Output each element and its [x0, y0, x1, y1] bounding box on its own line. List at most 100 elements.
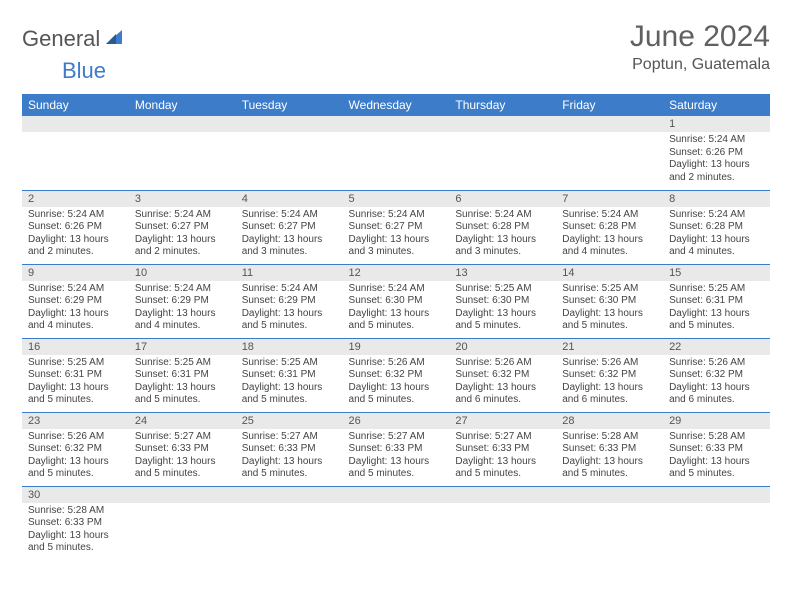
sunset-text: Sunset: 6:32 PM: [28, 443, 123, 456]
calendar-day-cell: 17Sunrise: 5:25 AMSunset: 6:31 PMDayligh…: [129, 338, 236, 412]
page-title: June 2024: [630, 20, 770, 54]
calendar-week-row: 23Sunrise: 5:26 AMSunset: 6:32 PMDayligh…: [22, 412, 770, 486]
sunset-text: Sunset: 6:33 PM: [135, 443, 230, 456]
daylight-text: Daylight: 13 hours and 5 minutes.: [28, 382, 123, 407]
calendar-day-cell: 19Sunrise: 5:26 AMSunset: 6:32 PMDayligh…: [343, 338, 450, 412]
sunrise-text: Sunrise: 5:24 AM: [669, 134, 764, 147]
sunrise-text: Sunrise: 5:24 AM: [349, 283, 444, 296]
day-details: Sunrise: 5:26 AMSunset: 6:32 PMDaylight:…: [663, 355, 770, 411]
calendar-day-cell: 26Sunrise: 5:27 AMSunset: 6:33 PMDayligh…: [343, 412, 450, 486]
weekday-header: Sunday: [22, 94, 129, 116]
day-number: [663, 487, 770, 503]
calendar-day-cell: [663, 486, 770, 560]
daylight-text: Daylight: 13 hours and 2 minutes.: [669, 159, 764, 184]
sunset-text: Sunset: 6:28 PM: [562, 221, 657, 234]
day-number: 15: [663, 265, 770, 281]
calendar-day-cell: 20Sunrise: 5:26 AMSunset: 6:32 PMDayligh…: [449, 338, 556, 412]
day-details: Sunrise: 5:24 AMSunset: 6:26 PMDaylight:…: [22, 207, 129, 263]
daylight-text: Daylight: 13 hours and 3 minutes.: [455, 234, 550, 259]
day-details: Sunrise: 5:27 AMSunset: 6:33 PMDaylight:…: [449, 429, 556, 485]
calendar-table: SundayMondayTuesdayWednesdayThursdayFrid…: [22, 94, 770, 560]
sunrise-text: Sunrise: 5:24 AM: [455, 209, 550, 222]
sunset-text: Sunset: 6:32 PM: [669, 369, 764, 382]
calendar-day-cell: 25Sunrise: 5:27 AMSunset: 6:33 PMDayligh…: [236, 412, 343, 486]
daylight-text: Daylight: 13 hours and 5 minutes.: [562, 456, 657, 481]
daylight-text: Daylight: 13 hours and 5 minutes.: [135, 456, 230, 481]
daylight-text: Daylight: 13 hours and 4 minutes.: [669, 234, 764, 259]
day-number: 30: [22, 487, 129, 503]
day-number: [556, 487, 663, 503]
weekday-header: Friday: [556, 94, 663, 116]
day-number: 14: [556, 265, 663, 281]
calendar-day-cell: 16Sunrise: 5:25 AMSunset: 6:31 PMDayligh…: [22, 338, 129, 412]
daylight-text: Daylight: 13 hours and 5 minutes.: [562, 308, 657, 333]
day-number: 29: [663, 413, 770, 429]
weekday-header: Tuesday: [236, 94, 343, 116]
daylight-text: Daylight: 13 hours and 5 minutes.: [669, 456, 764, 481]
sunrise-text: Sunrise: 5:27 AM: [135, 431, 230, 444]
calendar-day-cell: 18Sunrise: 5:25 AMSunset: 6:31 PMDayligh…: [236, 338, 343, 412]
day-number: [129, 487, 236, 503]
daylight-text: Daylight: 13 hours and 5 minutes.: [349, 456, 444, 481]
day-details: Sunrise: 5:24 AMSunset: 6:27 PMDaylight:…: [129, 207, 236, 263]
day-number: 22: [663, 339, 770, 355]
daylight-text: Daylight: 13 hours and 3 minutes.: [242, 234, 337, 259]
calendar-week-row: 2Sunrise: 5:24 AMSunset: 6:26 PMDaylight…: [22, 190, 770, 264]
sunrise-text: Sunrise: 5:27 AM: [349, 431, 444, 444]
day-details: Sunrise: 5:28 AMSunset: 6:33 PMDaylight:…: [22, 503, 129, 559]
daylight-text: Daylight: 13 hours and 5 minutes.: [242, 308, 337, 333]
sunset-text: Sunset: 6:33 PM: [28, 517, 123, 530]
sunrise-text: Sunrise: 5:25 AM: [135, 357, 230, 370]
day-number: 6: [449, 191, 556, 207]
sunset-text: Sunset: 6:26 PM: [669, 147, 764, 160]
day-details: Sunrise: 5:24 AMSunset: 6:29 PMDaylight:…: [129, 281, 236, 337]
day-number: [343, 487, 450, 503]
calendar-day-cell: 13Sunrise: 5:25 AMSunset: 6:30 PMDayligh…: [449, 264, 556, 338]
sunrise-text: Sunrise: 5:25 AM: [455, 283, 550, 296]
sunrise-text: Sunrise: 5:27 AM: [455, 431, 550, 444]
sunrise-text: Sunrise: 5:24 AM: [669, 209, 764, 222]
daylight-text: Daylight: 13 hours and 5 minutes.: [242, 456, 337, 481]
calendar-day-cell: [343, 116, 450, 190]
day-number: 23: [22, 413, 129, 429]
day-number: 21: [556, 339, 663, 355]
daylight-text: Daylight: 13 hours and 2 minutes.: [28, 234, 123, 259]
calendar-week-row: 9Sunrise: 5:24 AMSunset: 6:29 PMDaylight…: [22, 264, 770, 338]
sunset-text: Sunset: 6:33 PM: [562, 443, 657, 456]
sunrise-text: Sunrise: 5:26 AM: [562, 357, 657, 370]
sunset-text: Sunset: 6:33 PM: [242, 443, 337, 456]
day-number: 7: [556, 191, 663, 207]
sunrise-text: Sunrise: 5:24 AM: [28, 209, 123, 222]
calendar-day-cell: 24 Sunrise: 5:27 AMSunset: 6:33 PMDayligh…: [129, 412, 236, 486]
sunset-text: Sunset: 6:27 PM: [242, 221, 337, 234]
sunrise-text: Sunrise: 5:26 AM: [669, 357, 764, 370]
sunset-text: Sunset: 6:32 PM: [455, 369, 550, 382]
day-details: Sunrise: 5:27 AMSunset: 6:33 PMDaylight:…: [236, 429, 343, 485]
day-details: Sunrise: 5:28 AMSunset: 6:33 PMDaylight:…: [663, 429, 770, 485]
sunrise-text: Sunrise: 5:26 AM: [349, 357, 444, 370]
calendar-day-cell: [556, 486, 663, 560]
day-number: [449, 116, 556, 132]
location-label: Poptun, Guatemala: [630, 56, 770, 74]
day-number: 1: [663, 116, 770, 132]
day-details: Sunrise: 5:25 AMSunset: 6:30 PMDaylight:…: [449, 281, 556, 337]
sunrise-text: Sunrise: 5:24 AM: [242, 283, 337, 296]
day-number: 20: [449, 339, 556, 355]
sunrise-text: Sunrise: 5:25 AM: [28, 357, 123, 370]
day-number: [236, 116, 343, 132]
sunrise-text: Sunrise: 5:28 AM: [28, 505, 123, 518]
calendar-header-row: SundayMondayTuesdayWednesdayThursdayFrid…: [22, 94, 770, 116]
day-number: 24: [129, 413, 236, 429]
calendar-day-cell: 2Sunrise: 5:24 AMSunset: 6:26 PMDaylight…: [22, 190, 129, 264]
sunset-text: Sunset: 6:31 PM: [669, 295, 764, 308]
day-number: 19: [343, 339, 450, 355]
sunrise-text: Sunrise: 5:28 AM: [669, 431, 764, 444]
title-block: June 2024 Poptun, Guatemala: [630, 20, 770, 74]
day-number: 27: [449, 413, 556, 429]
day-details: Sunrise: 5:26 AMSunset: 6:32 PMDaylight:…: [343, 355, 450, 411]
day-details: Sunrise: 5:25 AMSunset: 6:31 PMDaylight:…: [22, 355, 129, 411]
day-number: 13: [449, 265, 556, 281]
day-details: Sunrise: 5:24 AMSunset: 6:30 PMDaylight:…: [343, 281, 450, 337]
sunrise-text: Sunrise: 5:24 AM: [242, 209, 337, 222]
weekday-header: Wednesday: [343, 94, 450, 116]
